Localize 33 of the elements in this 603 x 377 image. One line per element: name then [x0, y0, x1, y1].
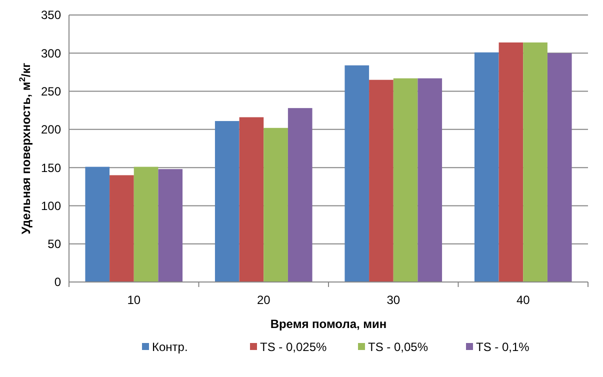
bar [344, 65, 370, 282]
legend-label: TS - 0,05% [368, 340, 428, 354]
bar [547, 53, 572, 282]
bar [85, 166, 110, 282]
y-tick-label: 0 [54, 275, 62, 290]
bar [393, 78, 418, 282]
legend-label: Контр. [152, 340, 188, 354]
x-tick-label: 10 [127, 293, 141, 307]
y-tick-label: 150 [40, 160, 62, 175]
bar [239, 117, 264, 282]
bar [474, 52, 499, 282]
x-tick-label: 20 [256, 293, 271, 307]
bar [418, 78, 442, 282]
legend-label: TS - 0,1% [476, 340, 530, 354]
y-tick-label: 100 [40, 198, 62, 213]
y-tick-label: 200 [40, 122, 62, 137]
bar [288, 108, 312, 282]
y-tick-label: 250 [40, 84, 62, 98]
bar [134, 166, 158, 282]
bar [369, 80, 394, 282]
x-axis-title: Время помола, мин [270, 317, 387, 331]
y-tick-label: 50 [48, 237, 62, 252]
bar [110, 175, 134, 282]
x-tick-label: 40 [516, 293, 530, 307]
y-tick-label: 350 [40, 8, 62, 22]
legend-label: TS - 0,025% [260, 340, 328, 354]
bar [498, 42, 524, 282]
y-tick-label: 300 [40, 46, 62, 60]
bar [214, 121, 240, 282]
bar [264, 128, 288, 282]
bar [523, 42, 548, 282]
bar [158, 169, 183, 282]
x-tick-label: 30 [386, 293, 400, 307]
